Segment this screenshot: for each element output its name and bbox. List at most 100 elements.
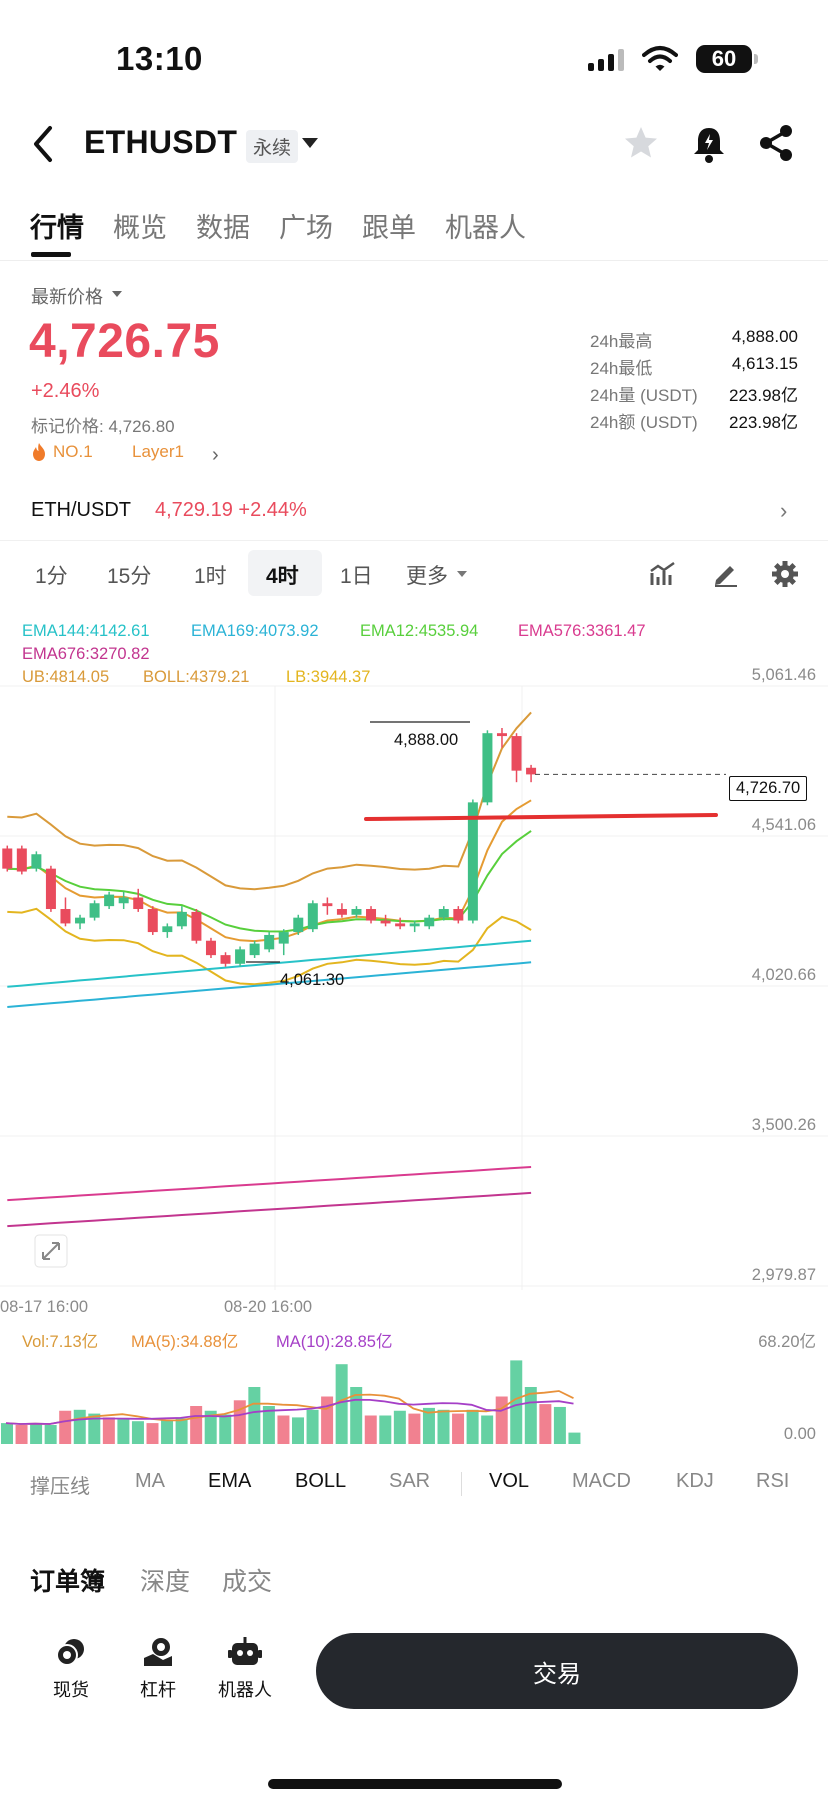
ma10-legend: MA(10):28.85亿 bbox=[276, 1333, 393, 1351]
volume-max-label: 68.20亿 bbox=[758, 1333, 816, 1351]
volume-bar bbox=[102, 1417, 115, 1444]
volume-bar bbox=[190, 1406, 203, 1444]
volume-bar bbox=[495, 1396, 508, 1444]
volume-bar bbox=[204, 1410, 217, 1444]
volume-chart[interactable] bbox=[0, 1320, 828, 1450]
settings-gear-icon[interactable] bbox=[771, 560, 799, 588]
period-more[interactable]: 更多 bbox=[406, 565, 448, 588]
indicator-tab-sar[interactable]: SAR bbox=[389, 1470, 431, 1492]
volume-bar bbox=[321, 1396, 334, 1444]
x-tick-label: 08-17 16:00 bbox=[0, 1298, 89, 1316]
period-1m[interactable]: 1分 bbox=[35, 565, 68, 588]
volume-bar bbox=[466, 1409, 479, 1444]
candle-body bbox=[31, 854, 42, 869]
tab-market[interactable]: 行情 bbox=[30, 213, 84, 243]
tab-overview[interactable]: 概览 bbox=[113, 213, 167, 243]
candle-body bbox=[293, 917, 304, 933]
volume-bar bbox=[292, 1417, 304, 1444]
volume-bar bbox=[44, 1425, 57, 1444]
volume-bar bbox=[59, 1410, 72, 1444]
volume-bar bbox=[131, 1421, 144, 1444]
trade-button[interactable]: 交易 bbox=[316, 1633, 798, 1709]
active-tab-indicator bbox=[31, 252, 71, 257]
current-price-marker: 4,726.70 bbox=[729, 776, 808, 801]
pair-dropdown-icon[interactable] bbox=[302, 138, 318, 148]
indicator-tab-kdj[interactable]: KDJ bbox=[676, 1470, 714, 1492]
volume-ma10-line bbox=[5, 1398, 574, 1425]
favorite-star-icon[interactable] bbox=[622, 124, 660, 162]
volume-bar bbox=[335, 1364, 348, 1444]
indicator-tab-macd[interactable]: MACD bbox=[572, 1470, 631, 1492]
caret-down-icon[interactable] bbox=[112, 291, 122, 297]
battery-level: 60 bbox=[711, 46, 737, 71]
tab-data[interactable]: 数据 bbox=[196, 213, 250, 243]
divider bbox=[461, 1472, 462, 1496]
rank-badge[interactable]: NO.1 bbox=[31, 442, 93, 462]
candle-body bbox=[482, 733, 493, 803]
candle-body bbox=[60, 909, 71, 924]
y-tick-label: 5,061.46 bbox=[751, 666, 816, 684]
candle-body bbox=[278, 932, 289, 944]
indicator-tab-ma[interactable]: MA bbox=[135, 1470, 165, 1492]
chevron-right-icon[interactable]: › bbox=[212, 444, 219, 466]
tab-depth[interactable]: 深度 bbox=[140, 1568, 191, 1596]
indicator-tab-boll[interactable]: BOLL bbox=[295, 1470, 347, 1492]
footer-spot-button[interactable]: 现货 bbox=[31, 1636, 111, 1702]
period-1d[interactable]: 1日 bbox=[340, 565, 373, 588]
last-price: 4,726.75 bbox=[29, 315, 220, 368]
volume-bar bbox=[452, 1413, 465, 1444]
candle-body bbox=[424, 917, 435, 927]
tab-copy-trading[interactable]: 跟单 bbox=[362, 213, 416, 243]
back-icon[interactable] bbox=[28, 122, 58, 166]
stat-turnover-label: 24h额 (USDT) bbox=[590, 413, 698, 432]
legend-ema676: EMA676:3270.82 bbox=[22, 645, 150, 663]
layer-tag[interactable]: Layer1 bbox=[132, 442, 184, 461]
period-1h[interactable]: 1时 bbox=[194, 565, 227, 588]
spot-pair[interactable]: ETH/USDT bbox=[31, 499, 131, 521]
legend-boll: BOLL:4379.21 bbox=[143, 668, 250, 686]
home-indicator bbox=[268, 1779, 562, 1789]
tab-square[interactable]: 广场 bbox=[279, 213, 333, 243]
indicator-tab-ema[interactable]: EMA bbox=[208, 1470, 252, 1492]
candle-body bbox=[249, 943, 260, 956]
candle-body bbox=[191, 911, 202, 941]
stat-high-value: 4,888.00 bbox=[731, 327, 798, 346]
y-tick-label: 4,541.06 bbox=[751, 816, 816, 834]
draw-tool-icon[interactable] bbox=[711, 561, 739, 587]
volume-bar bbox=[408, 1413, 421, 1444]
footer-margin-button[interactable]: 杠杆 bbox=[118, 1636, 198, 1702]
latest-price-label[interactable]: 最新价格 bbox=[31, 287, 103, 307]
indicator-tab-rsi[interactable]: RSI bbox=[756, 1470, 790, 1492]
candle-body bbox=[220, 955, 231, 964]
share-icon[interactable] bbox=[758, 124, 794, 162]
indicator-tab-support[interactable]: 撑压线 bbox=[30, 1476, 90, 1498]
ema144-line bbox=[7, 939, 532, 988]
footer-bot-button[interactable]: 机器人 bbox=[205, 1636, 285, 1702]
chevron-right-icon[interactable]: › bbox=[780, 498, 788, 523]
spot-price[interactable]: 4,729.19 +2.44% bbox=[155, 499, 307, 521]
stat-high-label: 24h最高 bbox=[590, 332, 653, 351]
period-4h[interactable]: 4时 bbox=[266, 565, 299, 588]
tab-trades[interactable]: 成交 bbox=[222, 1568, 273, 1596]
volume-bar bbox=[248, 1387, 261, 1444]
tab-order-book[interactable]: 订单簿 bbox=[30, 1568, 106, 1596]
hand-drawn-support-line bbox=[364, 813, 718, 821]
pair-title[interactable]: ETHUSDT bbox=[84, 124, 238, 160]
spot-coins-icon bbox=[56, 1639, 84, 1666]
indicator-chart-icon[interactable] bbox=[649, 561, 677, 587]
volume-bar bbox=[437, 1409, 450, 1444]
volume-bar bbox=[379, 1415, 392, 1444]
period-15m[interactable]: 15分 bbox=[107, 565, 152, 588]
caret-down-icon[interactable] bbox=[457, 571, 467, 577]
legend-ub: UB:4814.05 bbox=[22, 668, 110, 686]
candle-body bbox=[366, 909, 377, 921]
indicator-lines bbox=[7, 711, 532, 1228]
tab-bot[interactable]: 机器人 bbox=[445, 213, 526, 243]
price-alert-bell-icon[interactable] bbox=[690, 124, 728, 164]
y-tick-label: 2,979.87 bbox=[751, 1266, 816, 1284]
candlestick-chart[interactable] bbox=[0, 660, 828, 1320]
indicator-tab-vol[interactable]: VOL bbox=[489, 1470, 530, 1492]
candle-body bbox=[235, 949, 246, 964]
volume-bar bbox=[350, 1387, 363, 1444]
fullscreen-expand-icon[interactable] bbox=[34, 1234, 68, 1268]
